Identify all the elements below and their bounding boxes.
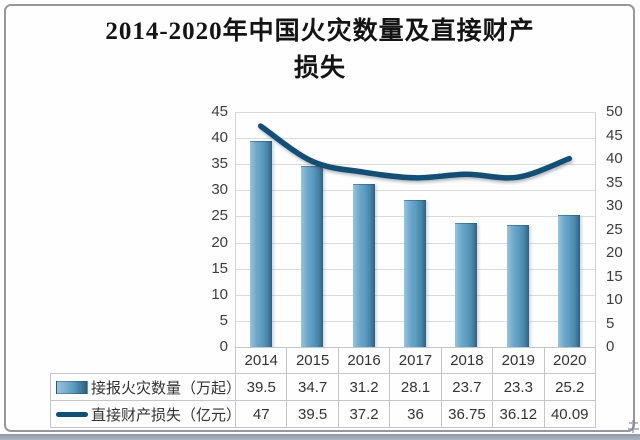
right-axis-tick-50: 50 — [606, 103, 623, 120]
table-row-fire-count: 接报火灾数量（万起） 39.5 34.7 31.2 28.1 23.7 23.3 25.2 — [50, 373, 596, 401]
right-axis-tick-45: 45 — [606, 126, 623, 144]
value-cell-line-2017: 36 — [389, 400, 442, 428]
year-header-2014: 2014 — [234, 347, 288, 374]
left-axis-tick-0: 0 — [219, 338, 228, 355]
bar-2014 — [249, 140, 272, 348]
legend-label: 直接财产损失（亿元） — [91, 406, 236, 424]
legend-cell-bar: 接报火灾数量（万起） — [50, 373, 236, 401]
right-axis-tick-15: 15 — [606, 267, 623, 285]
bar-2016 — [352, 184, 375, 348]
value-cell-line-2020: 40.09 — [543, 400, 596, 428]
bar-legend-swatch-icon — [56, 380, 88, 394]
gridline — [235, 190, 595, 192]
year-header-2017: 2017 — [389, 347, 442, 374]
chart-title-line2: 损失 — [293, 55, 346, 82]
left-axis-tick-15: 15 — [211, 259, 228, 277]
value-cell-line-2015: 39.5 — [286, 400, 339, 428]
watermark-fragment — [627, 420, 640, 438]
value-cell-bar-2018: 23.7 — [440, 373, 494, 401]
value-cell-bar-2020: 25.2 — [543, 373, 596, 401]
bottom-band — [0, 434, 640, 440]
year-header-2015: 2015 — [286, 347, 339, 374]
line-legend-swatch-icon — [56, 411, 88, 417]
right-axis-tick-30: 30 — [606, 197, 623, 214]
value-cell-line-2019: 36.12 — [492, 400, 545, 428]
table-row-property-loss: 直接财产损失（亿元） 47 39.5 37.2 36 36.75 36.12 40.09 — [50, 400, 596, 428]
left-axis-tick-45: 45 — [211, 103, 228, 120]
table-corner-empty — [51, 348, 236, 374]
value-cell-bar-2016: 31.2 — [337, 373, 391, 401]
right-axis-tick-40: 40 — [606, 150, 623, 167]
gridline — [235, 164, 595, 166]
chart-title-line1: 2014-2020年中国火灾数量及直接财产 — [105, 18, 535, 45]
left-axis-tick-40: 40 — [211, 129, 228, 147]
year-header-2016: 2016 — [337, 347, 391, 374]
table-row-years: 2014 2015 2016 2017 2018 2019 2020 — [51, 347, 596, 374]
bar-2018 — [455, 223, 478, 348]
value-cell-line-2014: 47 — [234, 400, 288, 428]
left-axis-tick-20: 20 — [211, 233, 228, 251]
right-axis-tick-20: 20 — [606, 244, 623, 261]
left-axis-tick-30: 30 — [211, 181, 228, 199]
value-cell-bar-2014: 39.5 — [234, 373, 288, 401]
year-header-2018: 2018 — [440, 347, 494, 374]
left-axis-tick-10: 10 — [211, 285, 228, 303]
right-axis-tick-25: 25 — [606, 220, 623, 238]
year-header-2019: 2019 — [492, 347, 545, 374]
value-cell-bar-2015: 34.7 — [286, 373, 339, 401]
chart-title: 2014-2020年中国火灾数量及直接财产 损失 — [0, 13, 640, 87]
gridline — [235, 138, 595, 140]
data-table: 2014 2015 2016 2017 2018 2019 2020 接报火灾数量（万起） 39… — [50, 347, 596, 428]
left-axis-tick-35: 35 — [211, 155, 228, 173]
right-axis-tick-0: 0 — [606, 338, 615, 355]
right-axis-tick-10: 10 — [606, 291, 623, 308]
plot-left-edge — [235, 112, 236, 347]
year-header-2020: 2020 — [543, 347, 596, 374]
right-axis-tick-35: 35 — [606, 173, 623, 191]
bar-2020 — [558, 215, 581, 348]
legend-label: 接报火灾数量（万起） — [91, 379, 236, 397]
right-axis-tick-5: 5 — [606, 314, 615, 332]
value-cell-bar-2019: 23.3 — [492, 373, 545, 401]
left-axis-tick-25: 25 — [211, 207, 228, 225]
bar-2015 — [301, 165, 324, 348]
left-axis-tick-5: 5 — [219, 311, 228, 329]
value-cell-line-2018: 36.75 — [440, 400, 494, 428]
legend-cell-line: 直接财产损失（亿元） — [50, 400, 236, 428]
value-cell-line-2016: 37.2 — [337, 400, 391, 428]
value-cell-bar-2017: 28.1 — [389, 373, 442, 401]
bar-2017 — [404, 200, 426, 348]
plot-right-edge — [595, 112, 596, 347]
gridline — [235, 112, 595, 113]
bar-2019 — [506, 225, 529, 348]
